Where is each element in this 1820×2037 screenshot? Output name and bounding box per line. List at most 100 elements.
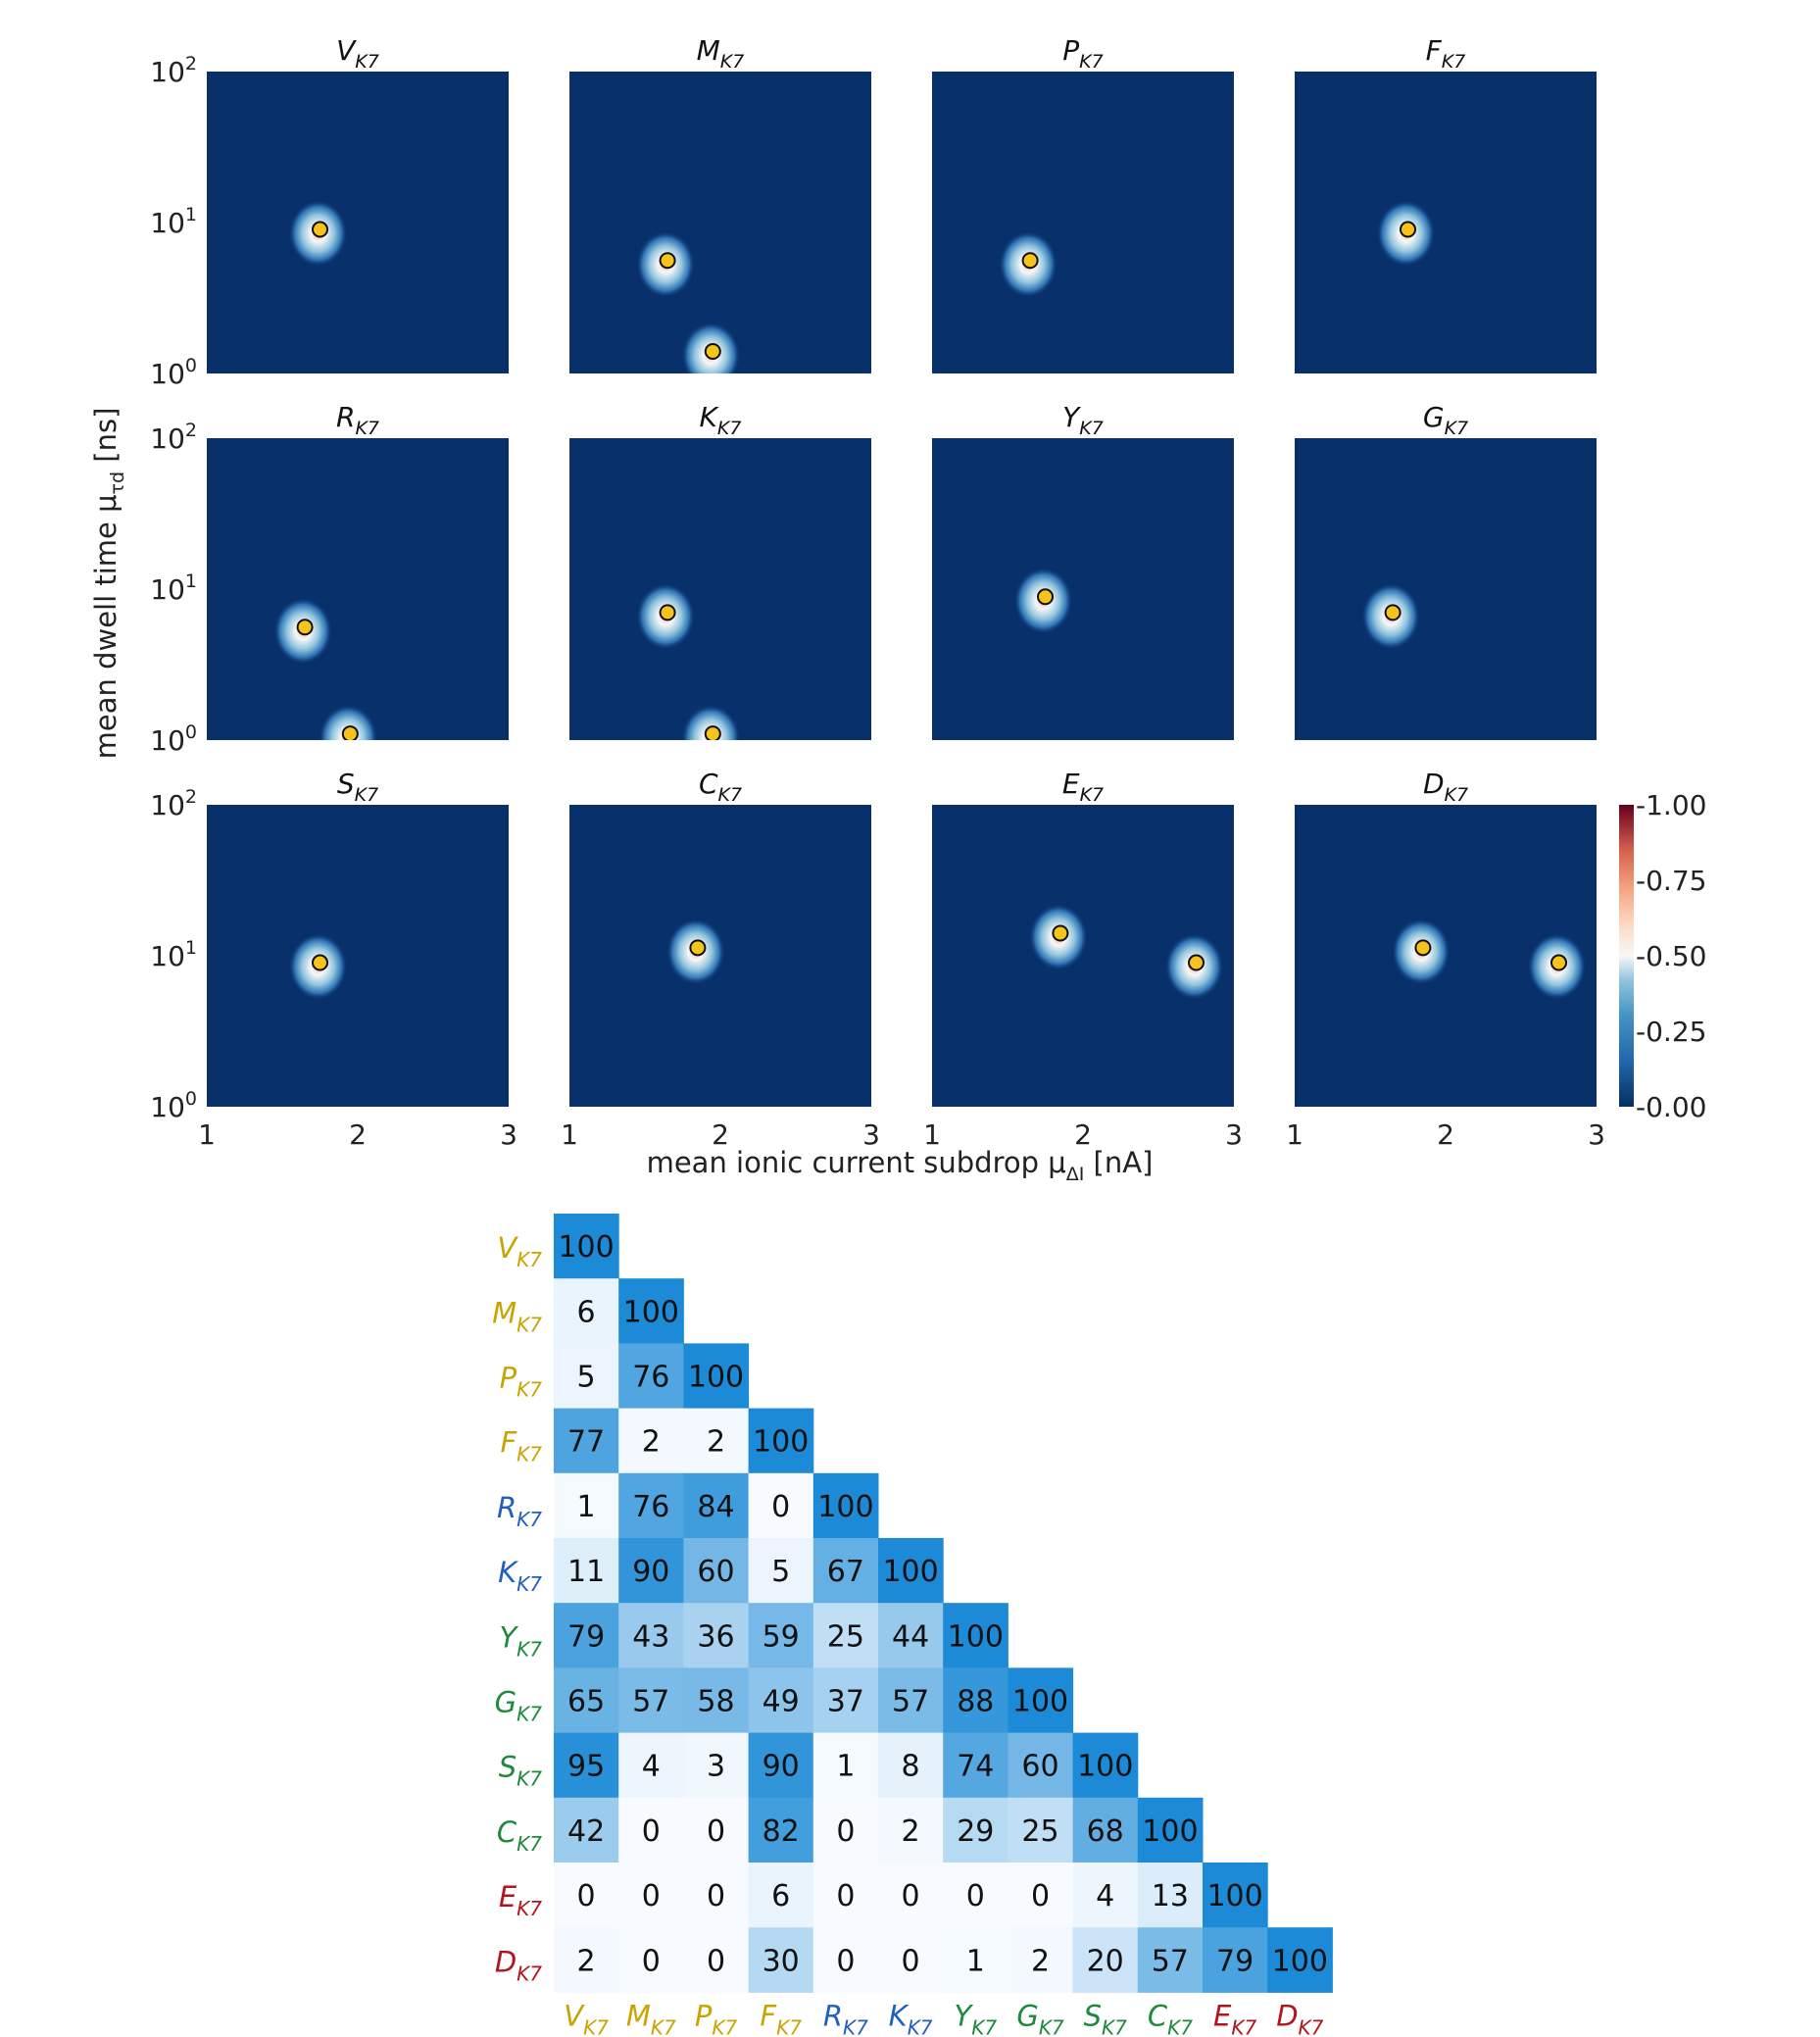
matrix-cell-value: 2 (902, 1814, 920, 1849)
peak-marker (659, 252, 676, 270)
matrix-cell (812, 1667, 879, 1734)
matrix-cell (943, 1603, 1008, 1668)
matrix-cell-value: 2 (707, 1425, 725, 1460)
matrix-cell (683, 1667, 750, 1734)
panel-g: GK7 (1295, 401, 1597, 740)
y-axis-label: mean dwell time μτd [ns] (89, 408, 128, 760)
matrix-cell (748, 1667, 814, 1734)
matrix-cell (554, 1927, 619, 1993)
matrix-cell (812, 1927, 879, 1993)
matrix-col-label: GK7 (1016, 1999, 1064, 2037)
panel-title: DK7 (1423, 768, 1468, 806)
matrix-cell (683, 1472, 750, 1539)
matrix-cell-value: 58 (697, 1685, 734, 1719)
matrix-cell-value: 0 (577, 1879, 596, 1913)
matrix-cell-value: 0 (771, 1490, 790, 1524)
matrix-cell (1072, 1732, 1139, 1799)
matrix-cell (554, 1343, 619, 1410)
matrix-cell-value: 5 (771, 1555, 790, 1589)
panel-background (932, 72, 1234, 373)
matrix-cell-value: 43 (632, 1619, 669, 1654)
peak-marker (1052, 924, 1069, 942)
matrix-cell-value: 1 (836, 1750, 855, 1784)
panel-title: EK7 (1062, 768, 1104, 806)
matrix-cell (878, 1927, 944, 1993)
matrix-cell (878, 1667, 944, 1734)
matrix-row-label: GK7 (495, 1686, 543, 1726)
matrix-cell (812, 1797, 879, 1863)
y-tick-label: 101 (150, 937, 197, 972)
peak-marker (1550, 954, 1567, 971)
matrix-cell (618, 1732, 684, 1799)
matrix-col-label: CK7 (1148, 1999, 1193, 2037)
panel-background (569, 438, 871, 740)
matrix-row-label: DK7 (495, 1945, 542, 1985)
matrix-cell (878, 1732, 944, 1799)
matrix-cell (683, 1343, 750, 1410)
panel-title: KK7 (700, 401, 742, 439)
matrix-col-label: KK7 (889, 1999, 933, 2037)
y-tick-label: 102 (150, 420, 197, 455)
peak-marker (296, 619, 314, 636)
panel-title: YK7 (1062, 401, 1104, 439)
peak-marker (659, 604, 676, 621)
matrix-cell-value: 100 (753, 1425, 809, 1460)
panel-title: MK7 (697, 34, 745, 73)
matrix-cell-value: 95 (567, 1750, 605, 1784)
matrix-row-label: YK7 (499, 1620, 542, 1661)
matrix-cell-value: 100 (688, 1361, 744, 1395)
matrix-cell-value: 88 (957, 1685, 994, 1719)
axis-labels: mean dwell time μτd [ns] mean ionic curr… (89, 408, 1153, 1185)
matrix-cell-value: 0 (966, 1879, 985, 1913)
matrix-cell-value: 30 (762, 1944, 800, 1978)
matrix-cell (683, 1603, 750, 1668)
matrix-cell (618, 1538, 684, 1604)
matrix-cell (748, 1797, 814, 1863)
matrix-cell-value: 90 (762, 1750, 800, 1784)
panel-title: GK7 (1423, 401, 1468, 439)
panel-m: MK7 (569, 34, 871, 373)
matrix-cell-value: 100 (1206, 1879, 1262, 1913)
matrix-row-label: PK7 (500, 1362, 543, 1402)
colorbar-tick-label: -0.00 (1636, 1091, 1706, 1123)
matrix-row-label: VK7 (497, 1231, 542, 1271)
colorbar-tick-label: -1.00 (1636, 789, 1706, 821)
panel-k: KK7 (569, 401, 871, 740)
matrix-cell (1008, 1797, 1074, 1863)
matrix-cell-value: 68 (1087, 1814, 1124, 1849)
matrix-cell (1137, 1797, 1204, 1863)
x-tick-label: 1 (1286, 1118, 1304, 1151)
matrix-cell-value: 11 (567, 1555, 605, 1589)
matrix-cell-value: 76 (632, 1361, 669, 1395)
matrix-cell (812, 1472, 879, 1539)
matrix-cell-value: 29 (957, 1814, 994, 1849)
matrix-cell (748, 1732, 814, 1799)
matrix-cell-value: 0 (707, 1879, 725, 1913)
density-peak (319, 704, 378, 740)
matrix-cell-value: 25 (827, 1619, 864, 1654)
matrix-cell (618, 1797, 684, 1863)
matrix-cell (1072, 1927, 1139, 1993)
matrix-cell (1072, 1797, 1139, 1863)
x-tick-label: 3 (500, 1118, 517, 1151)
matrix-cell-value: 0 (642, 1814, 661, 1849)
panel-p: PK7 (932, 34, 1234, 373)
matrix-cell-value: 0 (707, 1814, 725, 1849)
matrix-cell-value: 77 (567, 1425, 605, 1460)
matrix-col-label: YK7 (955, 1999, 998, 2037)
matrix-cell-value: 49 (762, 1685, 800, 1719)
panel-background (207, 438, 509, 740)
matrix-cell (618, 1863, 684, 1928)
panel-title: RK7 (336, 401, 379, 439)
matrix-cell-value: 65 (567, 1685, 605, 1719)
x-tick-label: 3 (1588, 1118, 1605, 1151)
colorbar: -1.00 -0.75 -0.50 -0.25 -0.00 (1619, 789, 1706, 1123)
matrix-cell-value: 100 (1142, 1814, 1198, 1849)
matrix-cell-value: 100 (882, 1555, 938, 1589)
matrix-cell (812, 1538, 879, 1604)
matrix-cell (554, 1732, 619, 1799)
matrix-cell (554, 1797, 619, 1863)
matrix-cell (554, 1538, 619, 1604)
matrix-cell-value: 6 (771, 1879, 790, 1913)
